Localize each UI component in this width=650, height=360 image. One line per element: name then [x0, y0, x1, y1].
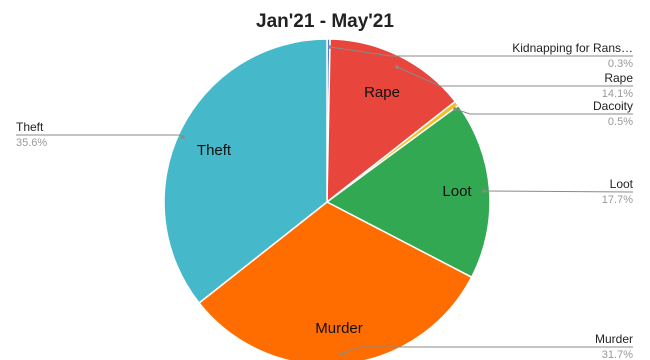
slice-percent-label: 0.5%: [608, 116, 633, 128]
slice-category-label: Kidnapping for Rans…: [512, 41, 633, 55]
slice-category-label: Loot: [610, 177, 634, 191]
leader-dot: [181, 135, 185, 139]
slice-inner-label: Rape: [364, 84, 400, 101]
slice-category-label: Rape: [604, 71, 633, 85]
leader-line: [483, 190, 634, 193]
slice-category-label: Theft: [16, 120, 44, 134]
pie-slices: [163, 38, 491, 360]
leader-dot: [453, 107, 457, 111]
leader-dot: [340, 352, 344, 356]
leader-dot: [328, 45, 332, 49]
chart-title: Jan'21 - May'21: [256, 11, 394, 32]
slice-percent-label: 14.1%: [602, 88, 633, 100]
slice-percent-label: 0.3%: [608, 58, 633, 70]
pie-slice-murder: [198, 201, 473, 360]
slice-category-label: Murder: [595, 332, 633, 346]
leader-dot: [482, 189, 486, 193]
leader-lines: [16, 45, 634, 356]
leader-line: [396, 66, 633, 87]
slice-inner-label: Theft: [197, 142, 232, 159]
leader-line: [341, 346, 633, 355]
pie-slice-loot: [326, 104, 491, 278]
slice-percent-label: 31.7%: [602, 349, 633, 360]
pie-slice-theft: [163, 38, 328, 304]
leader-dot: [395, 65, 399, 69]
slice-percent-label: 17.7%: [602, 194, 633, 206]
slice-percent-label: 35.6%: [16, 137, 47, 149]
leader-line: [329, 46, 633, 57]
slice-inner-label: Murder: [315, 320, 363, 337]
slice-category-label: Dacoity: [593, 99, 633, 113]
leader-line: [454, 108, 633, 115]
slice-labels: Kidnapping for Rans…0.3%RapeRape14.1%Dac…: [16, 41, 634, 360]
slice-inner-label: Loot: [442, 183, 472, 200]
